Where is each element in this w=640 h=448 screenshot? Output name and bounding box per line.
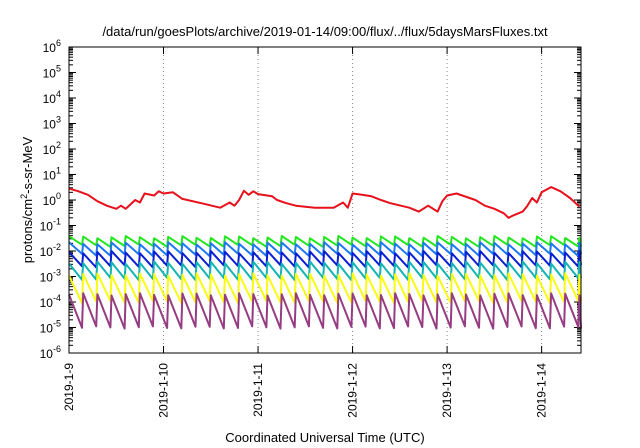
y-tick-label: 10-1 — [40, 217, 61, 234]
y-tick-label-exp: -2 — [53, 242, 61, 252]
x-tick-label: 2019-1-12 — [346, 363, 360, 418]
y-tick-label-base: 10 — [43, 118, 57, 132]
y-tick-label-exp: 6 — [56, 38, 61, 48]
series-line — [68, 186, 581, 219]
y-tick-label: 10-2 — [40, 242, 61, 259]
y-tick-label-base: 10 — [43, 169, 57, 183]
y-tick-label: 102 — [43, 140, 61, 157]
chart-title: /data/run/goesPlots/archive/2019-01-14/0… — [102, 24, 548, 39]
y-tick-label-base: 10 — [43, 92, 57, 106]
x-axis-label: Coordinated Universal Time (UTC) — [225, 430, 424, 445]
y-tick-label-exp: -1 — [53, 217, 61, 227]
series-line — [68, 272, 582, 305]
y-tick-label-base: 10 — [40, 296, 54, 310]
y-tick-label-exp: -6 — [53, 344, 61, 354]
y-axis-label-sup: 2 — [19, 194, 29, 199]
y-tick-label: 103 — [43, 115, 61, 132]
y-axis-ticks: 10-610-510-410-310-210-11001011021031041… — [40, 38, 581, 361]
y-tick-label-base: 10 — [43, 67, 57, 81]
series-line — [68, 235, 582, 248]
x-tick-label: 2019-1-14 — [535, 363, 549, 418]
x-axis-ticks: 2019-1-9 2019-1-10 2019-1-11 2019-1-12 2019-… — [62, 47, 549, 418]
y-tick-label-exp: 1 — [56, 166, 61, 176]
x-tick-label: 2019-1-10 — [157, 363, 171, 418]
y-tick-label-exp: -5 — [53, 319, 61, 329]
y-tick-label: 10-4 — [40, 293, 61, 310]
y-tick-label: 105 — [43, 64, 61, 81]
y-tick-label-base: 10 — [40, 347, 54, 361]
y-tick-label-base: 10 — [40, 220, 54, 234]
y-tick-label-base: 10 — [43, 143, 57, 157]
series-line — [68, 241, 582, 258]
series-line — [68, 260, 582, 282]
y-tick-label-exp: 2 — [56, 140, 61, 150]
y-axis-label-rest: -s-sr-MeV — [20, 136, 35, 193]
y-tick-label: 10-5 — [40, 319, 61, 336]
series-line — [68, 250, 582, 269]
y-tick-label-exp: 4 — [56, 89, 61, 99]
y-tick-label: 100 — [43, 191, 61, 208]
y-tick-label: 104 — [43, 89, 61, 106]
y-axis-label: protons/cm2-s-sr-MeV — [19, 136, 35, 263]
y-tick-label-base: 10 — [40, 322, 54, 336]
y-tick-label-exp: 3 — [56, 115, 61, 125]
plot-frame — [68, 46, 582, 354]
y-tick-label-base: 10 — [40, 271, 54, 285]
y-tick-label: 10-3 — [40, 268, 61, 285]
x-tick-label: 2019-1-11 — [251, 363, 265, 417]
y-tick-label-exp: 5 — [56, 64, 61, 74]
y-axis-label-base: protons/cm — [20, 199, 35, 263]
y-tick-label: 101 — [43, 166, 61, 183]
y-tick-label: 106 — [43, 38, 61, 55]
series-line — [68, 292, 582, 330]
y-tick-label: 10-6 — [40, 344, 61, 361]
y-tick-label-exp: -4 — [53, 293, 61, 303]
y-tick-label-exp: 0 — [56, 191, 61, 201]
x-tick-label: 2019-1-13 — [440, 363, 454, 418]
y-tick-label-base: 10 — [43, 41, 57, 55]
x-tick-label: 2019-1-9 — [62, 363, 76, 411]
y-tick-label-base: 10 — [40, 245, 54, 259]
series-layer — [68, 186, 582, 330]
y-tick-label-exp: -3 — [53, 268, 61, 278]
y-tick-label-base: 10 — [43, 194, 57, 208]
